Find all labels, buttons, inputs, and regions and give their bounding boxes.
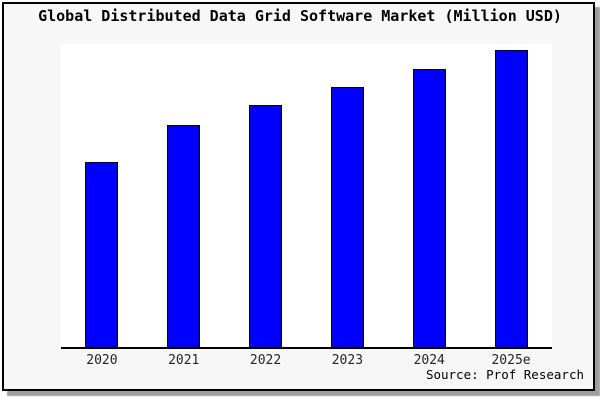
bar-slot-2021 <box>143 44 225 347</box>
x-tick-label-2021: 2021 <box>168 353 200 368</box>
bar-2022 <box>249 105 283 347</box>
plot-area <box>61 44 552 349</box>
source-note: Source: Prof Research <box>425 367 584 382</box>
bar-slot-2025e <box>470 44 552 347</box>
bar-slot-2020 <box>61 44 143 347</box>
x-tick-label-2023: 2023 <box>331 353 364 368</box>
bar-2021 <box>167 125 201 347</box>
chart-title: Global Distributed Data Grid Software Ma… <box>38 7 562 25</box>
x-tick-label-2025e: 2025e <box>491 353 531 368</box>
x-tick-label-2020: 2020 <box>86 353 118 368</box>
bar-2025e <box>494 50 528 347</box>
x-tick-label-2024: 2024 <box>413 353 445 368</box>
bar-2020 <box>85 162 119 347</box>
bar-2023 <box>330 87 364 347</box>
bar-slot-2023 <box>306 44 388 347</box>
bar-2024 <box>412 69 446 347</box>
bar-slot-2024 <box>388 44 470 347</box>
bar-slot-2022 <box>225 44 307 347</box>
x-axis-labels: 2020 2021 2022 2023 2024 2025e <box>61 353 552 368</box>
x-tick-label-2022: 2022 <box>249 353 282 368</box>
